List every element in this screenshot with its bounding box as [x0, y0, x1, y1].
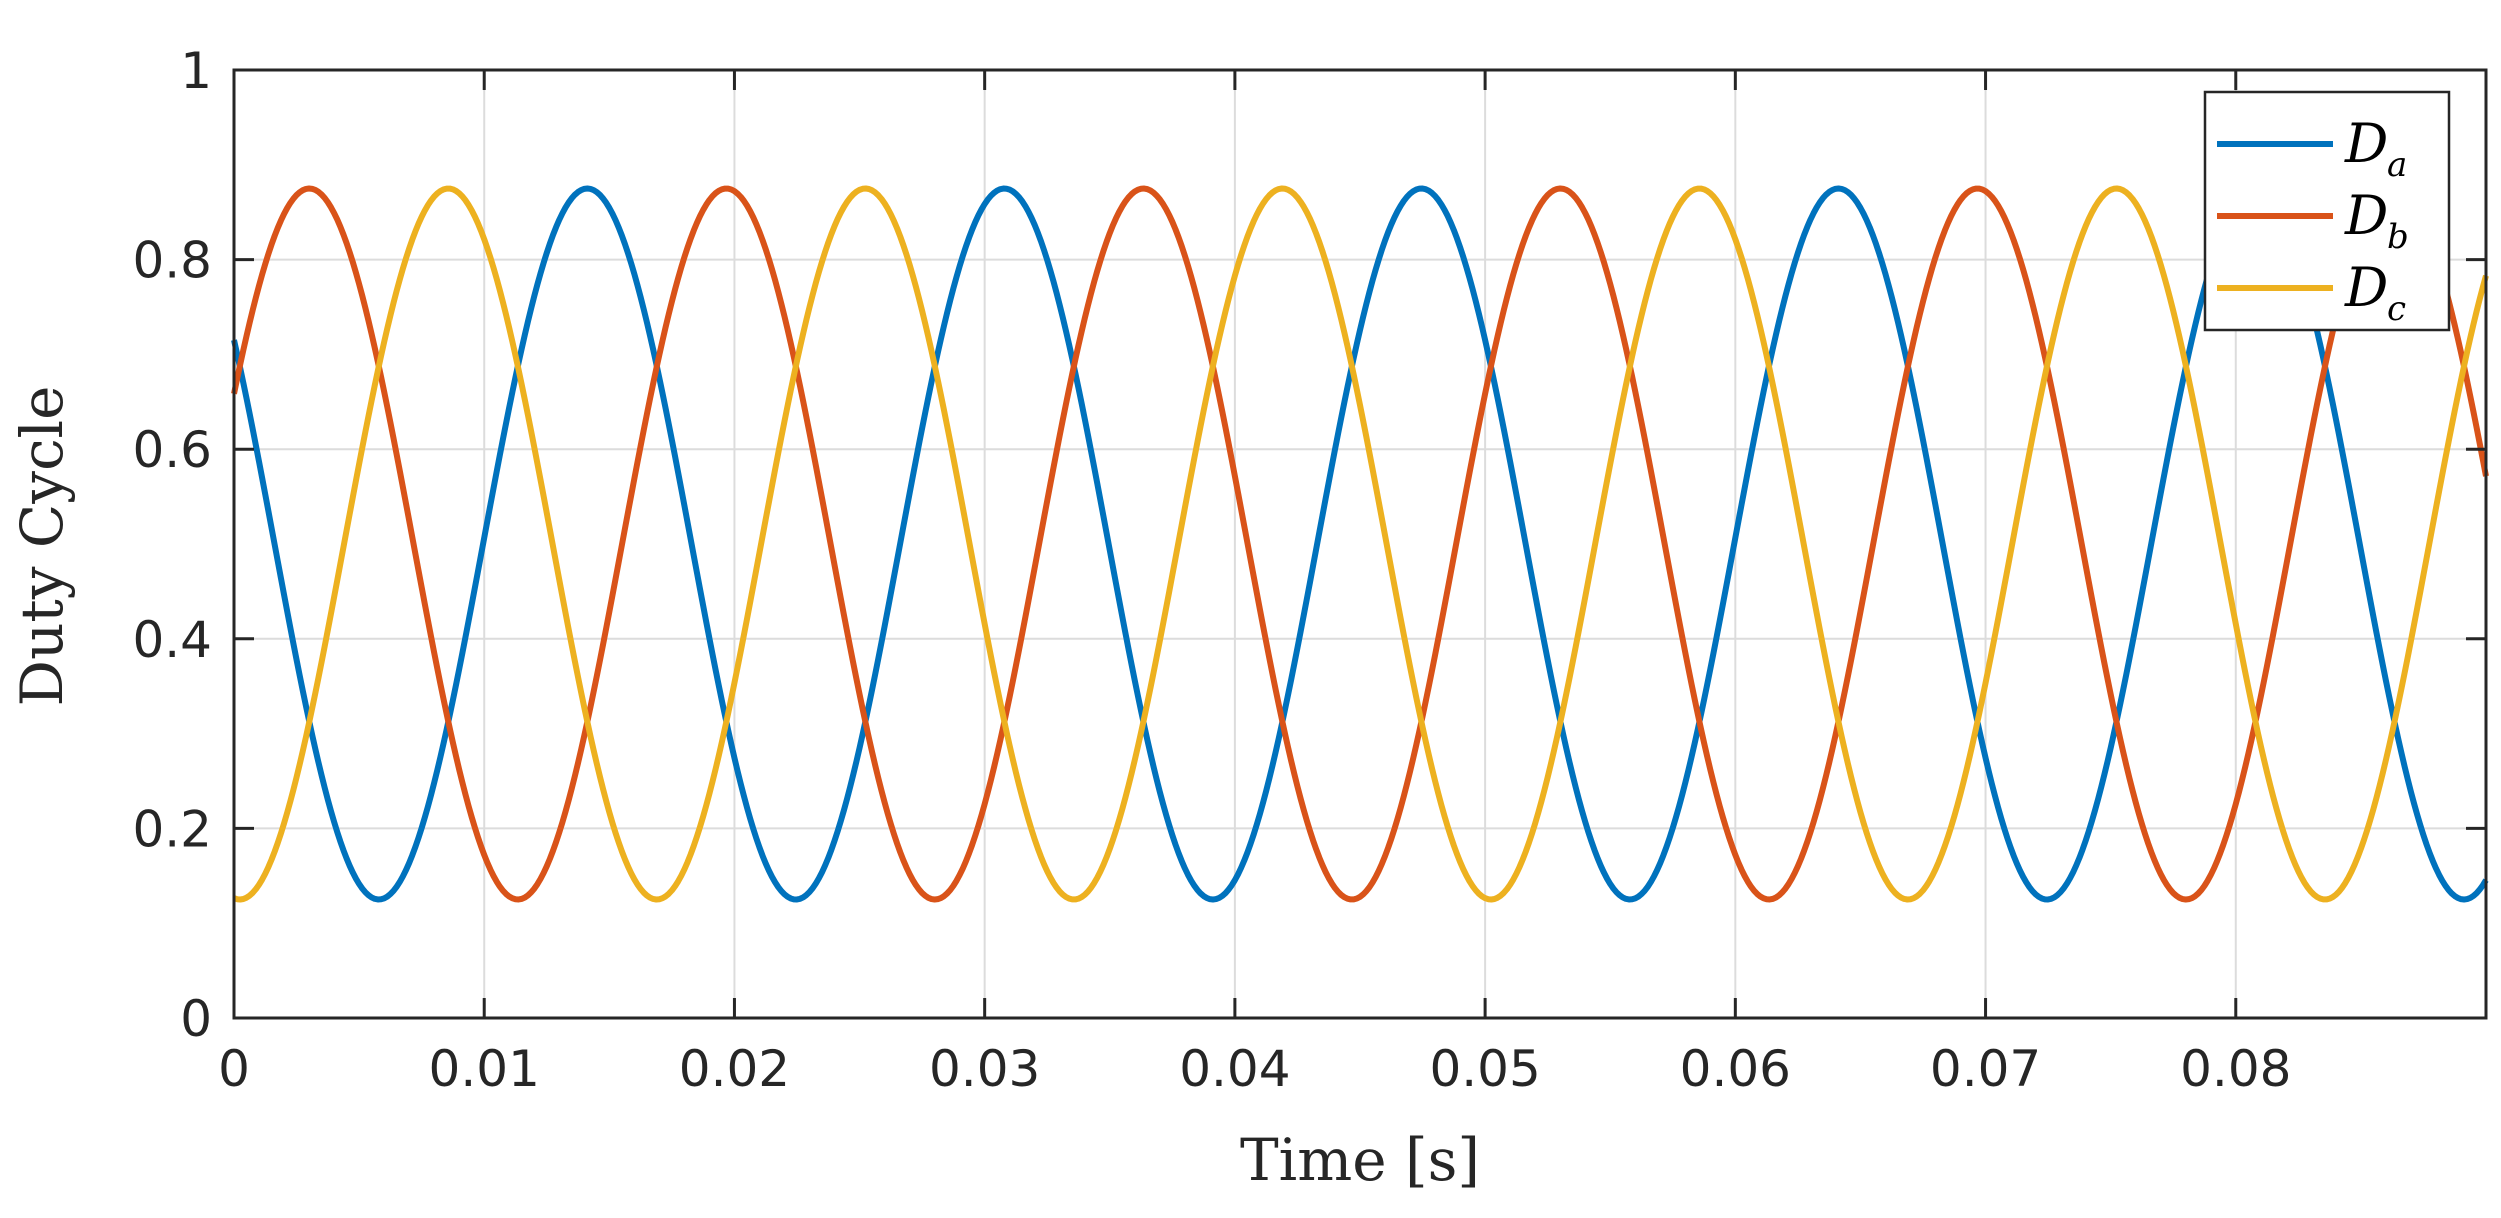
y-tick-label: 0.6 [132, 421, 212, 479]
x-tick-label: 0.04 [1179, 1040, 1290, 1098]
y-tick-label: 0.8 [132, 232, 212, 290]
series-line-d-b [231, 185, 2489, 903]
y-tick-label: 0 [180, 990, 212, 1048]
y-tick-label: 0.4 [132, 611, 212, 669]
x-tick-label: 0 [218, 1040, 250, 1098]
x-tick-label: 0.08 [2180, 1040, 2291, 1098]
legend-label: D [2344, 256, 2388, 319]
y-tick-label: 0.2 [132, 800, 212, 858]
x-axis-title: Time [s] [1240, 1126, 1480, 1194]
x-tick-label: 0.07 [1930, 1040, 2041, 1098]
series-line-d-c [233, 185, 2489, 903]
legend-label-subscript: b [2387, 217, 2409, 257]
y-axis-title: Duty Cycle [8, 386, 76, 707]
legend-label: D [2344, 184, 2388, 247]
legend-label: D [2344, 112, 2388, 175]
x-tick-label: 0.05 [1429, 1040, 1540, 1098]
series-line-d-a [231, 185, 2489, 903]
y-tick-label: 1 [180, 42, 212, 100]
axis-ticks: 0 0.01 0.02 0.03 0.04 0.05 0.06 0.07 0.08 0 0.2 0.4… [132, 42, 2486, 1098]
series-lines [231, 185, 2489, 903]
x-tick-label: 0.01 [429, 1040, 540, 1098]
x-tick-label: 0.03 [929, 1040, 1040, 1098]
legend-label-subscript: a [2387, 145, 2407, 185]
legend-box [2203, 90, 2451, 332]
x-tick-label: 0.06 [1680, 1040, 1791, 1098]
plot-frame [232, 68, 2488, 1020]
legend-label-subscript: c [2387, 289, 2406, 329]
x-tick-label: 0.02 [679, 1040, 790, 1098]
